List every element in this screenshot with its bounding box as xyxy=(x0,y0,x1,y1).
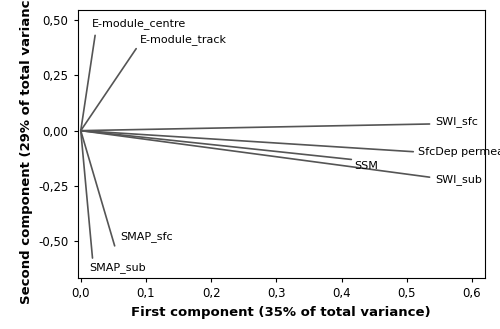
Y-axis label: Second component (29% of total variance): Second component (29% of total variance) xyxy=(20,0,32,304)
Text: SMAP_sfc: SMAP_sfc xyxy=(120,231,172,242)
Text: SMAP_sub: SMAP_sub xyxy=(89,263,146,273)
Text: E-module_centre: E-module_centre xyxy=(92,18,186,29)
Text: SWI_sub: SWI_sub xyxy=(435,174,482,185)
Text: E-module_track: E-module_track xyxy=(140,34,226,45)
Text: SfcDep permeability: SfcDep permeability xyxy=(418,147,500,157)
Text: SWI_sfc: SWI_sfc xyxy=(435,116,478,127)
X-axis label: First component (35% of total variance): First component (35% of total variance) xyxy=(132,306,431,318)
Text: SSM: SSM xyxy=(354,161,378,171)
